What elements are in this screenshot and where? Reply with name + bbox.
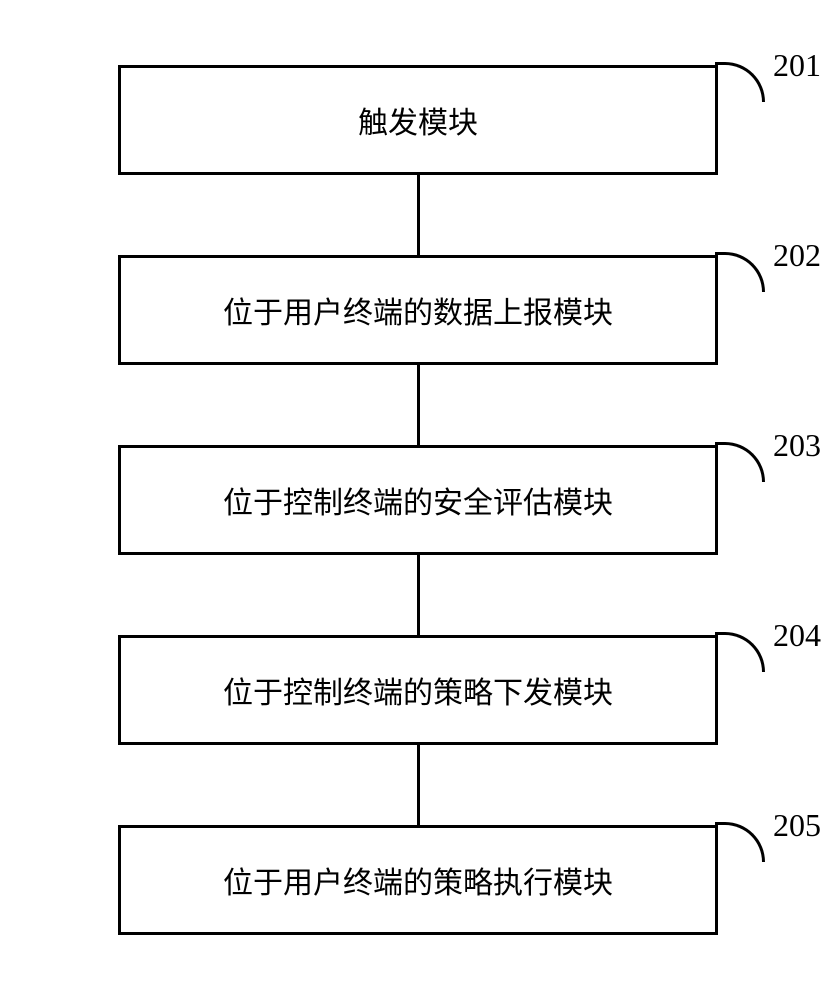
node-text: 触发模块 <box>358 98 478 142</box>
node-box-205: 位于用户终端的策略执行模块 <box>118 825 718 935</box>
node-text: 位于控制终端的策略下发模块 <box>223 668 613 712</box>
node-label-wrapper-201: 201 <box>718 65 821 102</box>
node-label: 205 <box>773 807 821 844</box>
flowchart-diagram: 触发模块 201 位于用户终端的数据上报模块 202 位于控制终端的安全评估模块… <box>0 35 836 965</box>
node-text: 位于控制终端的安全评估模块 <box>223 478 613 522</box>
node-box-204: 位于控制终端的策略下发模块 <box>118 635 718 745</box>
label-curve <box>715 62 765 102</box>
node-wrapper-204: 位于控制终端的策略下发模块 204 <box>118 635 718 745</box>
node-box-201: 触发模块 <box>118 65 718 175</box>
node-wrapper-202: 位于用户终端的数据上报模块 202 <box>118 255 718 365</box>
node-label-wrapper-202: 202 <box>718 255 821 292</box>
label-curve <box>715 252 765 292</box>
node-label: 203 <box>773 427 821 464</box>
label-curve <box>715 632 765 672</box>
node-label-wrapper-204: 204 <box>718 635 821 672</box>
node-text: 位于用户终端的策略执行模块 <box>223 858 613 902</box>
node-box-203: 位于控制终端的安全评估模块 <box>118 445 718 555</box>
node-wrapper-205: 位于用户终端的策略执行模块 205 <box>118 825 718 935</box>
node-label: 202 <box>773 237 821 274</box>
label-curve <box>715 442 765 482</box>
node-box-202: 位于用户终端的数据上报模块 <box>118 255 718 365</box>
node-wrapper-201: 触发模块 201 <box>118 65 718 175</box>
node-label: 201 <box>773 47 821 84</box>
node-text: 位于用户终端的数据上报模块 <box>223 288 613 332</box>
connector <box>417 365 420 445</box>
node-label: 204 <box>773 617 821 654</box>
node-wrapper-203: 位于控制终端的安全评估模块 203 <box>118 445 718 555</box>
node-label-wrapper-205: 205 <box>718 825 821 862</box>
connector <box>417 175 420 255</box>
connector <box>417 745 420 825</box>
label-curve <box>715 822 765 862</box>
node-label-wrapper-203: 203 <box>718 445 821 482</box>
connector <box>417 555 420 635</box>
